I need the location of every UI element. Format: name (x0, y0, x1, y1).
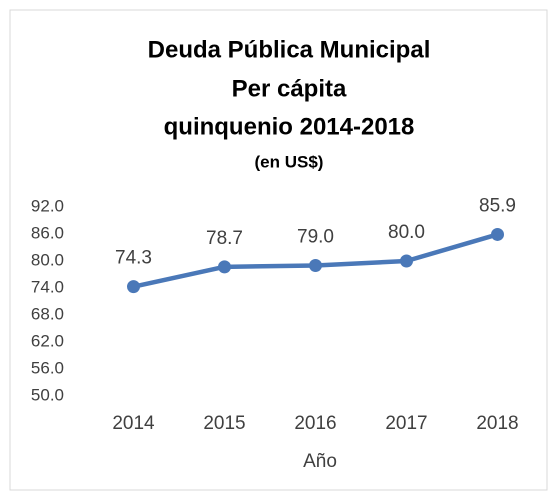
y-tick-label: 68.0 (31, 304, 64, 323)
point (400, 254, 413, 268)
x-tick-label: 2017 (385, 413, 427, 434)
chart-title: Deuda Pública Municipal (148, 36, 431, 63)
x-tick-label: 2016 (294, 413, 336, 434)
data-label: 85.9 (479, 195, 516, 216)
x-tick-label: 2018 (476, 413, 518, 434)
chart-subtitle: (en US$) (255, 152, 324, 171)
y-tick-label: 86.0 (31, 223, 64, 242)
chart-title: Per cápita (232, 75, 347, 102)
data-label: 80.0 (388, 222, 425, 243)
point (491, 227, 504, 241)
y-tick-label: 74.0 (31, 277, 64, 296)
y-tick-label: 80.0 (31, 250, 64, 269)
chart-frame (9, 9, 548, 491)
data-label: 79.0 (297, 227, 334, 248)
x-axis-label: Año (303, 451, 337, 472)
y-tick-label: 92.0 (31, 196, 64, 215)
y-tick-label: 56.0 (31, 358, 64, 377)
y-tick-label: 62.0 (31, 331, 64, 350)
x-tick-label: 2014 (112, 413, 155, 434)
chart-title: quinquenio 2014-2018 (164, 113, 415, 140)
data-label: 78.7 (206, 228, 243, 249)
data-label: 74.3 (115, 248, 152, 269)
point (218, 260, 231, 274)
y-tick-label: 50.0 (31, 385, 64, 404)
x-tick-label: 2015 (203, 413, 245, 434)
point (127, 280, 140, 294)
point (309, 259, 322, 272)
